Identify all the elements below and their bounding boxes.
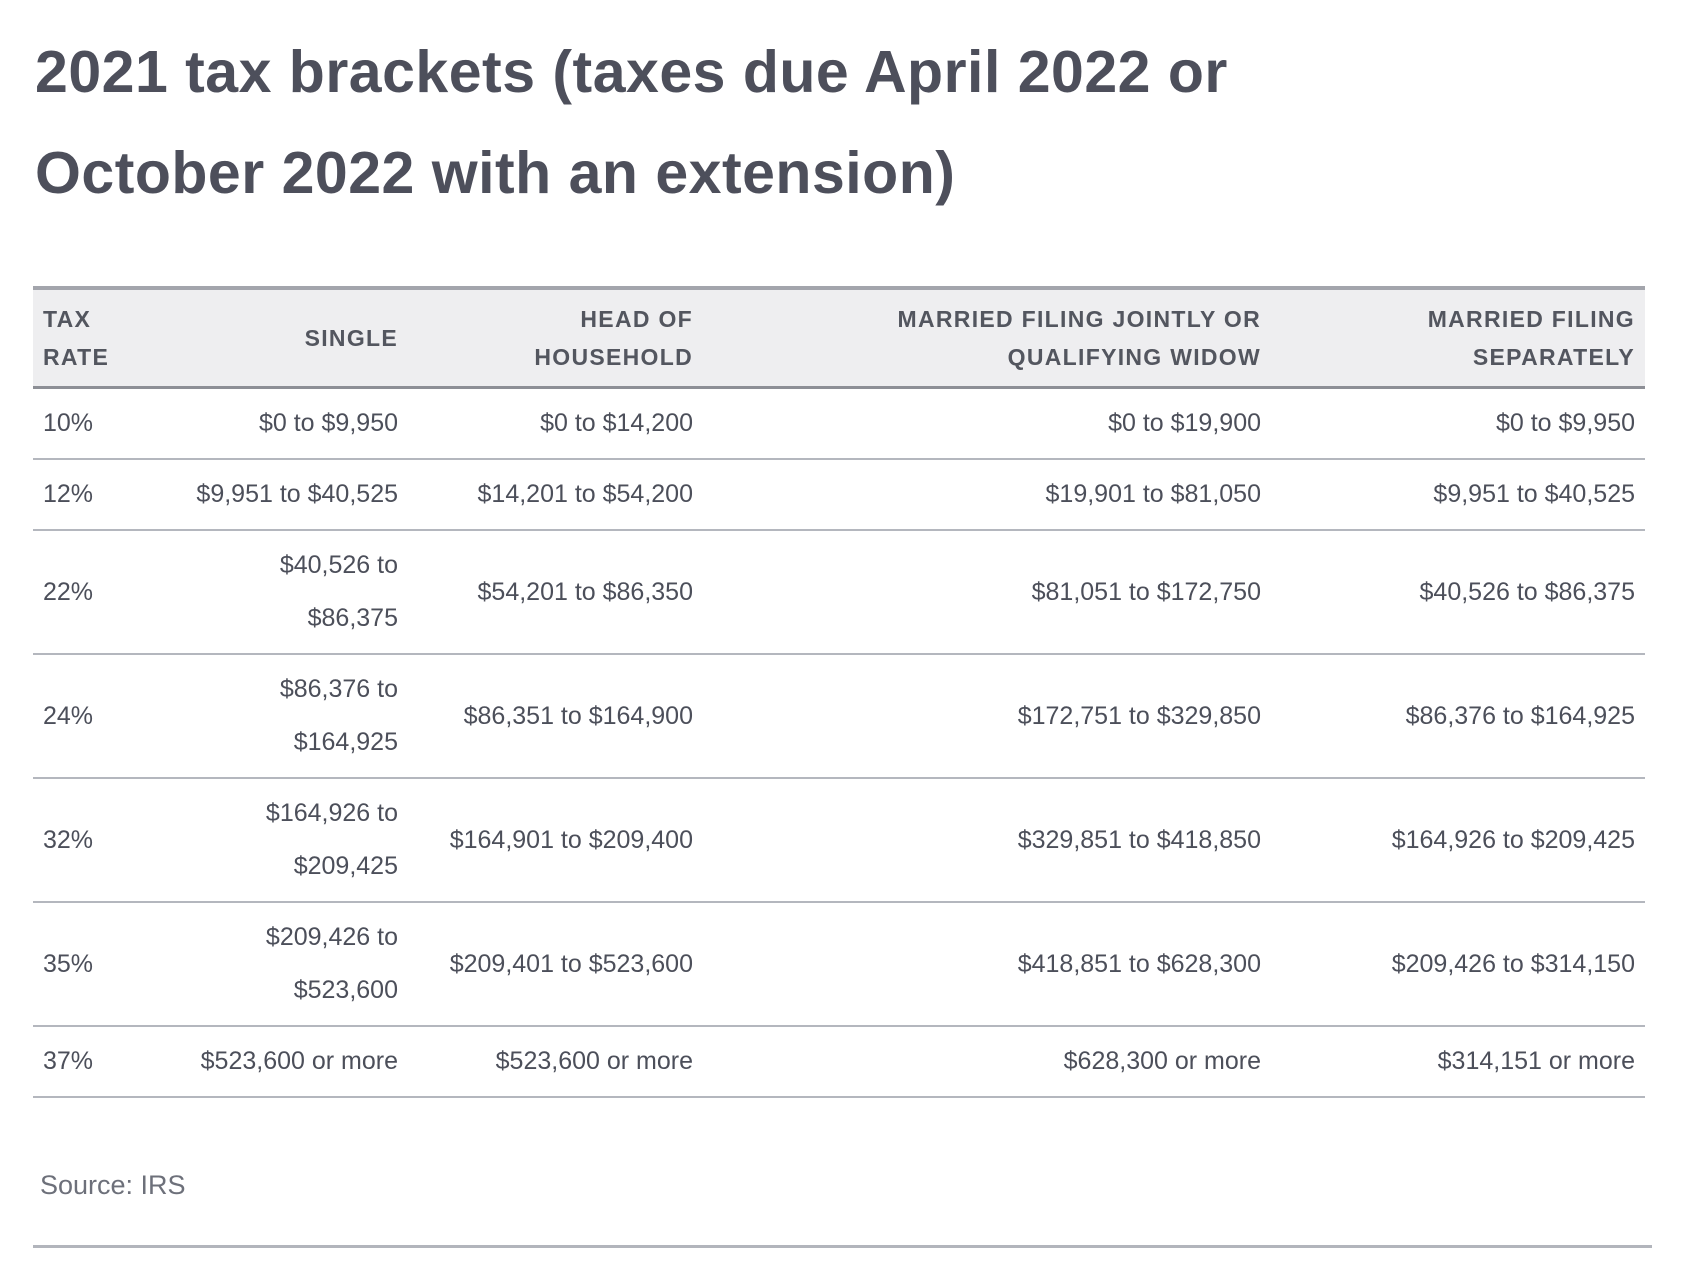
cell-rate: 32% [33, 778, 170, 903]
cell-hoh: $14,201 to $54,200 [408, 459, 703, 531]
table-row: 10% $0 to $9,950 $0 to $14,200 $0 to $19… [33, 387, 1645, 460]
cell-mfs: $9,951 to $40,525 [1271, 459, 1645, 531]
cell-hoh: $0 to $14,200 [408, 387, 703, 460]
table-row: 22% $40,526 to $86,375 $54,201 to $86,350… [33, 530, 1645, 655]
cell-mfs: $0 to $9,950 [1271, 387, 1645, 460]
cell-mfj: $172,751 to $329,850 [703, 654, 1271, 779]
table-header-row: TAX RATE SINGLE HEAD OF HOUSEHOLD MARRIED … [33, 286, 1645, 389]
page-title: 2021 tax brackets (taxes due April 2022 … [35, 39, 1228, 206]
cell-mfj: $0 to $19,900 [703, 387, 1271, 460]
cell-rate: 22% [33, 530, 170, 655]
cell-mfs: $164,926 to $209,425 [1271, 778, 1645, 903]
cell-hoh: $209,401 to $523,600 [408, 902, 703, 1027]
cell-hoh: $164,901 to $209,400 [408, 778, 703, 903]
cell-single: $9,951 to $40,525 [170, 459, 408, 531]
cell-rate: 35% [33, 902, 170, 1027]
tax-brackets-table: TAX RATE SINGLE HEAD OF HOUSEHOLD MARRIED … [33, 286, 1645, 1098]
col-header-married-separately: MARRIED FILING SEPARATELY [1271, 286, 1645, 389]
cell-mfs: $209,426 to $314,150 [1271, 902, 1645, 1027]
cell-single: $86,376 to $164,925 [170, 654, 408, 779]
cell-mfs: $40,526 to $86,375 [1271, 530, 1645, 655]
cell-single: $164,926 to $209,425 [170, 778, 408, 903]
table-row: 35% $209,426 to $523,600 $209,401 to $523… [33, 902, 1645, 1027]
cell-rate: 37% [33, 1026, 170, 1098]
table-row: 12% $9,951 to $40,525 $14,201 to $54,200… [33, 459, 1645, 531]
col-header-head-of-household: HEAD OF HOUSEHOLD [408, 286, 703, 389]
cell-rate: 24% [33, 654, 170, 779]
cell-mfj: $19,901 to $81,050 [703, 459, 1271, 531]
cell-rate: 12% [33, 459, 170, 531]
cell-single: $40,526 to $86,375 [170, 530, 408, 655]
cell-hoh: $86,351 to $164,900 [408, 654, 703, 779]
cell-mfj: $628,300 or more [703, 1026, 1271, 1098]
cell-mfs: $86,376 to $164,925 [1271, 654, 1645, 779]
cell-mfs: $314,151 or more [1271, 1026, 1645, 1098]
col-header-single: SINGLE [170, 286, 408, 389]
cell-single: $523,600 or more [170, 1026, 408, 1098]
table-row: 24% $86,376 to $164,925 $86,351 to $164,9… [33, 654, 1645, 779]
cell-mfj: $329,851 to $418,850 [703, 778, 1271, 903]
cell-rate: 10% [33, 387, 170, 460]
cell-mfj: $81,051 to $172,750 [703, 530, 1271, 655]
col-header-married-jointly: MARRIED FILING JOINTLY OR QUALIFYING WIDO… [703, 286, 1271, 389]
cell-hoh: $523,600 or more [408, 1026, 703, 1098]
table-row: 32% $164,926 to $209,425 $164,901 to $209… [33, 778, 1645, 903]
source-section: Source: IRS [33, 1098, 1652, 1248]
col-header-tax-rate: TAX RATE [33, 286, 170, 389]
cell-mfj: $418,851 to $628,300 [703, 902, 1271, 1027]
source-note: Source: IRS [40, 1170, 186, 1200]
table-row: 37% $523,600 or more $523,600 or more $6… [33, 1026, 1645, 1098]
cell-single: $0 to $9,950 [170, 387, 408, 460]
cell-hoh: $54,201 to $86,350 [408, 530, 703, 655]
cell-single: $209,426 to $523,600 [170, 902, 408, 1027]
